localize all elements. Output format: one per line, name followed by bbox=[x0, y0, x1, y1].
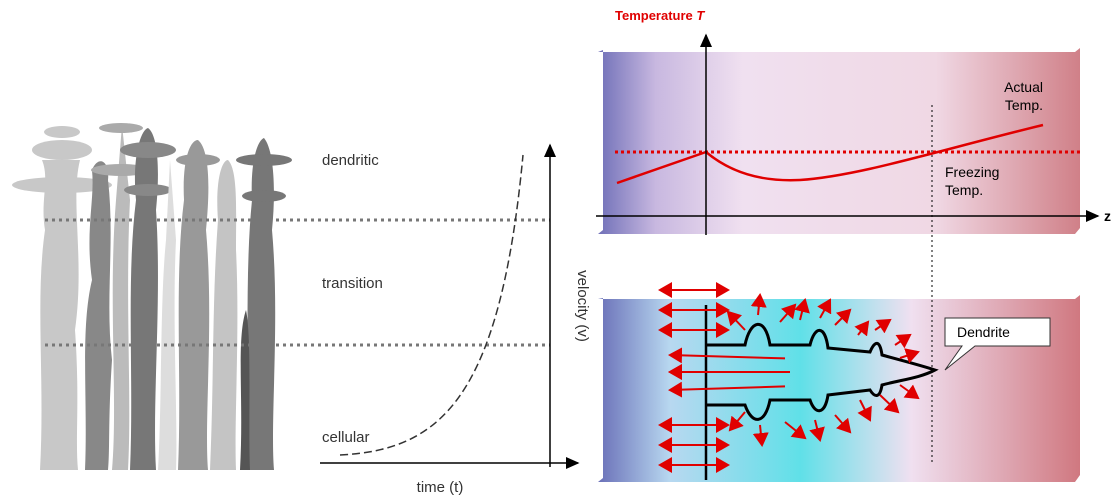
regime-label: dendritic bbox=[322, 152, 379, 169]
axis-label-text: Temperature bbox=[615, 8, 693, 23]
callout-label: Dendrite bbox=[957, 324, 1010, 340]
panel bbox=[598, 48, 1080, 234]
axis-label: velocity (v) bbox=[574, 270, 591, 342]
regime-label: cellular bbox=[322, 429, 370, 446]
velocity-curve bbox=[339, 154, 524, 456]
label: Temp. bbox=[945, 182, 983, 198]
arrow bbox=[726, 310, 746, 331]
arrow bbox=[834, 308, 852, 326]
arrow bbox=[809, 419, 825, 442]
heat-flow bbox=[658, 282, 920, 473]
label: Freezing bbox=[945, 164, 999, 180]
arrow bbox=[794, 298, 810, 321]
label: Temp. bbox=[1005, 97, 1043, 113]
actual-temp-line bbox=[616, 123, 1044, 185]
arrow bbox=[817, 298, 832, 319]
arrow bbox=[899, 348, 920, 364]
regime-label: transition bbox=[322, 275, 383, 292]
columns bbox=[12, 123, 292, 471]
axis-label: z bbox=[1104, 208, 1111, 224]
arrow bbox=[899, 384, 920, 400]
arrow bbox=[857, 399, 872, 422]
arrow bbox=[750, 293, 767, 316]
axis-variable: T bbox=[696, 8, 705, 23]
dendrite bbox=[706, 322, 939, 421]
arrow bbox=[728, 411, 746, 432]
arrow bbox=[879, 394, 900, 414]
arrow bbox=[668, 347, 786, 364]
arrow bbox=[752, 424, 769, 447]
arrow bbox=[668, 381, 786, 398]
arrow bbox=[874, 318, 892, 334]
arrow bbox=[784, 421, 807, 440]
axis-label: time (t) bbox=[417, 479, 464, 496]
regime-boundaries bbox=[45, 218, 550, 347]
arrow bbox=[854, 320, 870, 337]
label: Actual bbox=[1004, 79, 1043, 95]
arrow bbox=[834, 414, 852, 434]
callout-box bbox=[944, 317, 1051, 371]
axis-label: Temperature T bbox=[615, 8, 705, 23]
arrow bbox=[779, 303, 797, 323]
arrow bbox=[894, 333, 912, 349]
